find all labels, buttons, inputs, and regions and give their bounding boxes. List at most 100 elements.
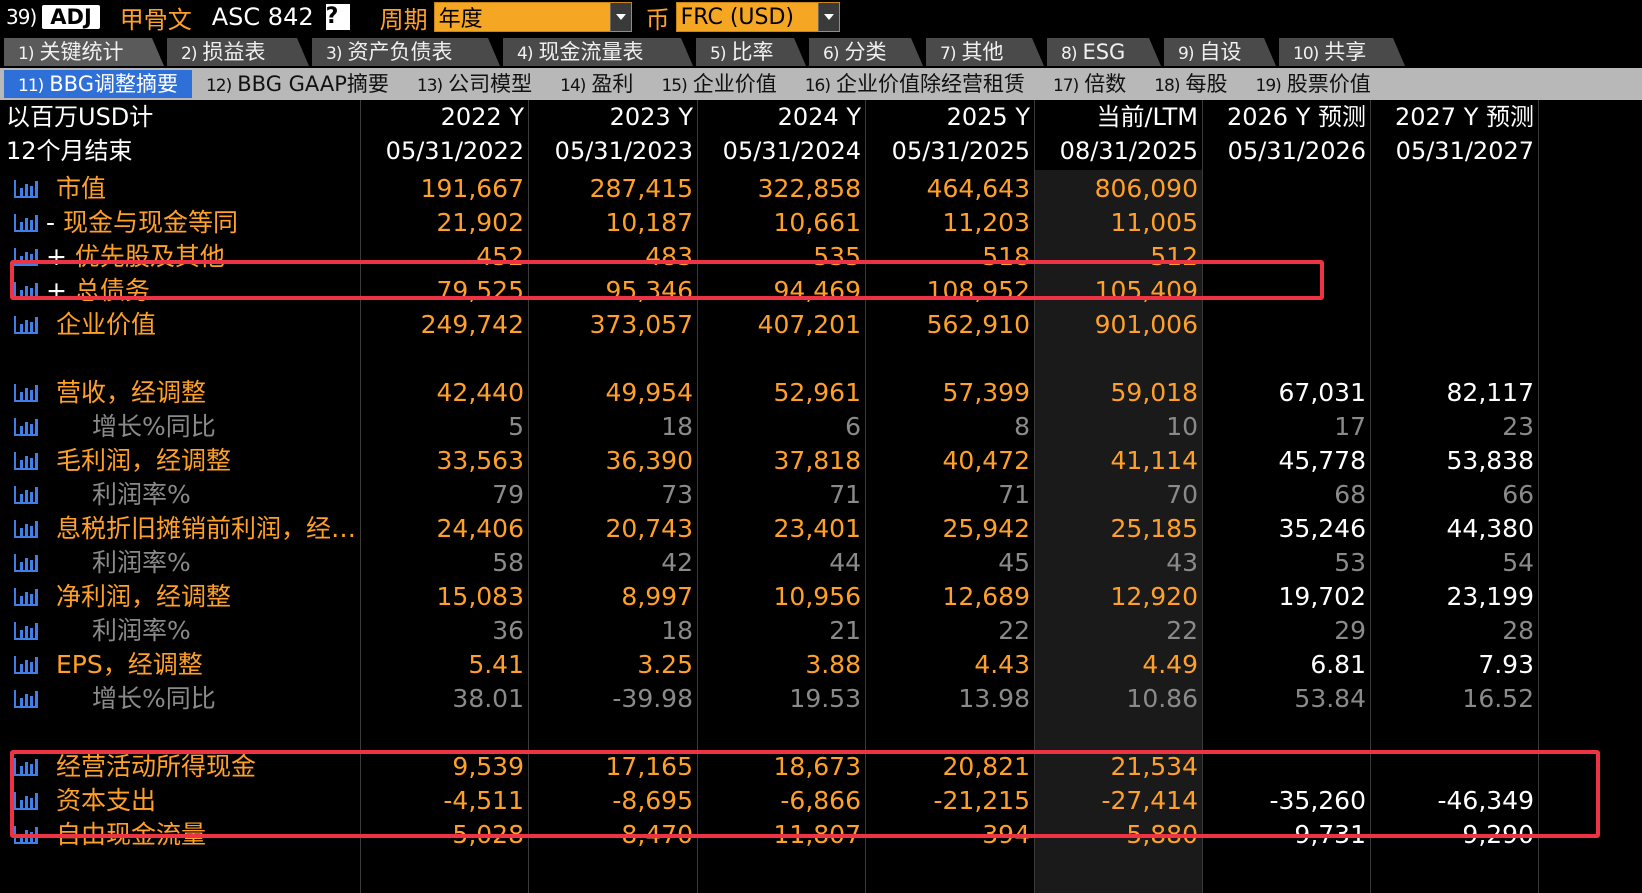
tab-other[interactable]: 7) 其他	[926, 38, 1044, 66]
bar-chart-icon[interactable]	[12, 654, 40, 676]
table-cell[interactable]: 452	[476, 242, 524, 271]
table-cell[interactable]: 37,818	[773, 446, 861, 475]
table-cell[interactable]: 68	[1334, 480, 1366, 509]
table-cell[interactable]: 20,821	[942, 752, 1030, 781]
column-header-year[interactable]: 2022 Y	[440, 103, 524, 131]
table-cell[interactable]: 79,525	[436, 276, 524, 305]
tab-bbg-adjusted-summary[interactable]: 11) BBG调整摘要	[4, 70, 192, 98]
table-cell[interactable]	[1370, 308, 1534, 342]
table-row[interactable]: 利润率% 36 18 21 22 22 29 28	[0, 614, 1642, 648]
help-icon[interactable]: ?	[325, 4, 350, 30]
table-cell[interactable]: 18	[661, 616, 693, 645]
table-cell[interactable]: 57,399	[942, 378, 1030, 407]
table-cell[interactable]: 49,954	[605, 378, 693, 407]
table-cell[interactable]: 54	[1502, 548, 1534, 577]
tab-cash-flow[interactable]: 4) 现金流量表	[503, 38, 693, 66]
table-cell[interactable]: 19,702	[1278, 582, 1366, 611]
table-cell[interactable]: 11,005	[1110, 208, 1198, 237]
table-cell[interactable]: 70	[1166, 480, 1198, 509]
table-cell[interactable]: 9,539	[452, 752, 524, 781]
table-cell[interactable]: 10,661	[773, 208, 861, 237]
table-cell[interactable]: 45	[998, 548, 1030, 577]
table-cell[interactable]: 4.49	[1142, 650, 1198, 679]
tab-custom[interactable]: 9) 自设	[1164, 38, 1276, 66]
table-cell[interactable]	[1370, 206, 1534, 240]
table-cell[interactable]	[1202, 750, 1366, 784]
table-cell[interactable]: 4.43	[974, 650, 1030, 679]
table-cell[interactable]: 36	[492, 616, 524, 645]
table-row[interactable]: 增长%同比 5 18 6 8 10 17 23	[0, 410, 1642, 444]
table-cell[interactable]: 23,199	[1446, 582, 1534, 611]
table-cell[interactable]: -8,695	[612, 786, 693, 815]
table-cell[interactable]	[1370, 172, 1534, 206]
table-cell[interactable]: 42,440	[436, 378, 524, 407]
bar-chart-icon[interactable]	[12, 552, 40, 574]
chevron-down-icon[interactable]	[609, 3, 631, 31]
chevron-down-icon[interactable]	[817, 3, 839, 31]
table-cell[interactable]	[1202, 172, 1366, 206]
bar-chart-icon[interactable]	[12, 178, 40, 200]
column-header-year[interactable]: 2025 Y	[946, 103, 1030, 131]
table-cell[interactable]: 6	[845, 412, 861, 441]
table-cell[interactable]: 40,472	[942, 446, 1030, 475]
table-cell[interactable]: 23,401	[773, 514, 861, 543]
table-cell[interactable]: 287,415	[589, 174, 693, 203]
table-cell[interactable]: 562,910	[926, 310, 1030, 339]
table-row[interactable]: - 现金与现金等同 21,902 10,187 10,661 11,203 11,005	[0, 206, 1642, 240]
table-cell[interactable]: 8,470	[621, 820, 693, 849]
table-cell[interactable]: -394	[973, 820, 1030, 849]
table-row[interactable]: 息税折旧摊销前利润，经… 24,406 20,743 23,401 25,942 25,1…	[0, 512, 1642, 546]
table-cell[interactable]: 191,667	[420, 174, 524, 203]
table-cell[interactable]: 17	[1334, 412, 1366, 441]
bar-chart-icon[interactable]	[12, 620, 40, 642]
table-cell[interactable]: 25,185	[1110, 514, 1198, 543]
table-cell[interactable]: 19.53	[789, 684, 861, 713]
table-cell[interactable]: 6.81	[1310, 650, 1366, 679]
adj-button[interactable]: ADJ	[42, 5, 100, 29]
table-cell[interactable]: 45,778	[1278, 446, 1366, 475]
tab-per-share[interactable]: 18) 每股	[1154, 72, 1228, 96]
table-cell[interactable]: 18,673	[773, 752, 861, 781]
table-cell[interactable]: 22	[1166, 616, 1198, 645]
table-cell[interactable]: 79	[492, 480, 524, 509]
table-cell[interactable]: 71	[998, 480, 1030, 509]
table-cell[interactable]: -5,880	[1117, 820, 1198, 849]
table-row[interactable]: + 优先股及其他 452 483 535 518 512	[0, 240, 1642, 274]
table-cell[interactable]: 44	[829, 548, 861, 577]
table-cell[interactable]: 71	[829, 480, 861, 509]
table-cell[interactable]: 105,409	[1094, 276, 1198, 305]
table-cell[interactable]: 53,838	[1446, 446, 1534, 475]
currency-dropdown[interactable]: FRC (USD)	[675, 2, 840, 32]
table-row[interactable]: 营收，经调整 42,440 49,954 52,961 57,399 59,018 67,0…	[0, 376, 1642, 410]
table-cell[interactable]: -6,866	[780, 786, 861, 815]
tab-esg[interactable]: 8) ESG	[1047, 38, 1161, 66]
column-header-year[interactable]: 2024 Y	[777, 103, 861, 131]
table-row[interactable]: 自由现金流量 5,028 8,470 11,807 -394 -5,880 -9,731 -9…	[0, 818, 1642, 852]
table-cell[interactable]: -35,260	[1269, 786, 1367, 815]
table-cell[interactable]: 13.98	[958, 684, 1030, 713]
table-cell[interactable]: 36,390	[605, 446, 693, 475]
column-header-year[interactable]: 2026 Y 预测	[1227, 103, 1366, 131]
table-cell[interactable]: 59,018	[1110, 378, 1198, 407]
tab-earnings[interactable]: 14) 盈利	[560, 72, 634, 96]
table-cell[interactable]: 5.41	[468, 650, 524, 679]
table-cell[interactable]: 95,346	[605, 276, 693, 305]
table-cell[interactable]: 73	[661, 480, 693, 509]
bar-chart-icon[interactable]	[12, 586, 40, 608]
table-cell[interactable]: 5,028	[452, 820, 524, 849]
column-header-year[interactable]: 2023 Y	[609, 103, 693, 131]
table-cell[interactable]	[1370, 274, 1534, 308]
table-row[interactable]: EPS，经调整 5.41 3.25 3.88 4.43 4.49 6.81 7.93	[0, 648, 1642, 682]
table-cell[interactable]: 24,406	[436, 514, 524, 543]
table-cell[interactable]: 11,807	[773, 820, 861, 849]
bar-chart-icon[interactable]	[12, 280, 40, 302]
table-cell[interactable]: -46,349	[1437, 786, 1535, 815]
table-cell[interactable]: 94,469	[773, 276, 861, 305]
table-cell[interactable]: -4,511	[443, 786, 524, 815]
table-cell[interactable]: 21	[829, 616, 861, 645]
table-cell[interactable]	[1202, 308, 1366, 342]
table-cell[interactable]: 29	[1334, 616, 1366, 645]
table-cell[interactable]: 15,083	[436, 582, 524, 611]
table-row[interactable]: + 总债务 79,525 95,346 94,469 108,952 105,409	[0, 274, 1642, 308]
tab-segments[interactable]: 6) 分类	[809, 38, 923, 66]
